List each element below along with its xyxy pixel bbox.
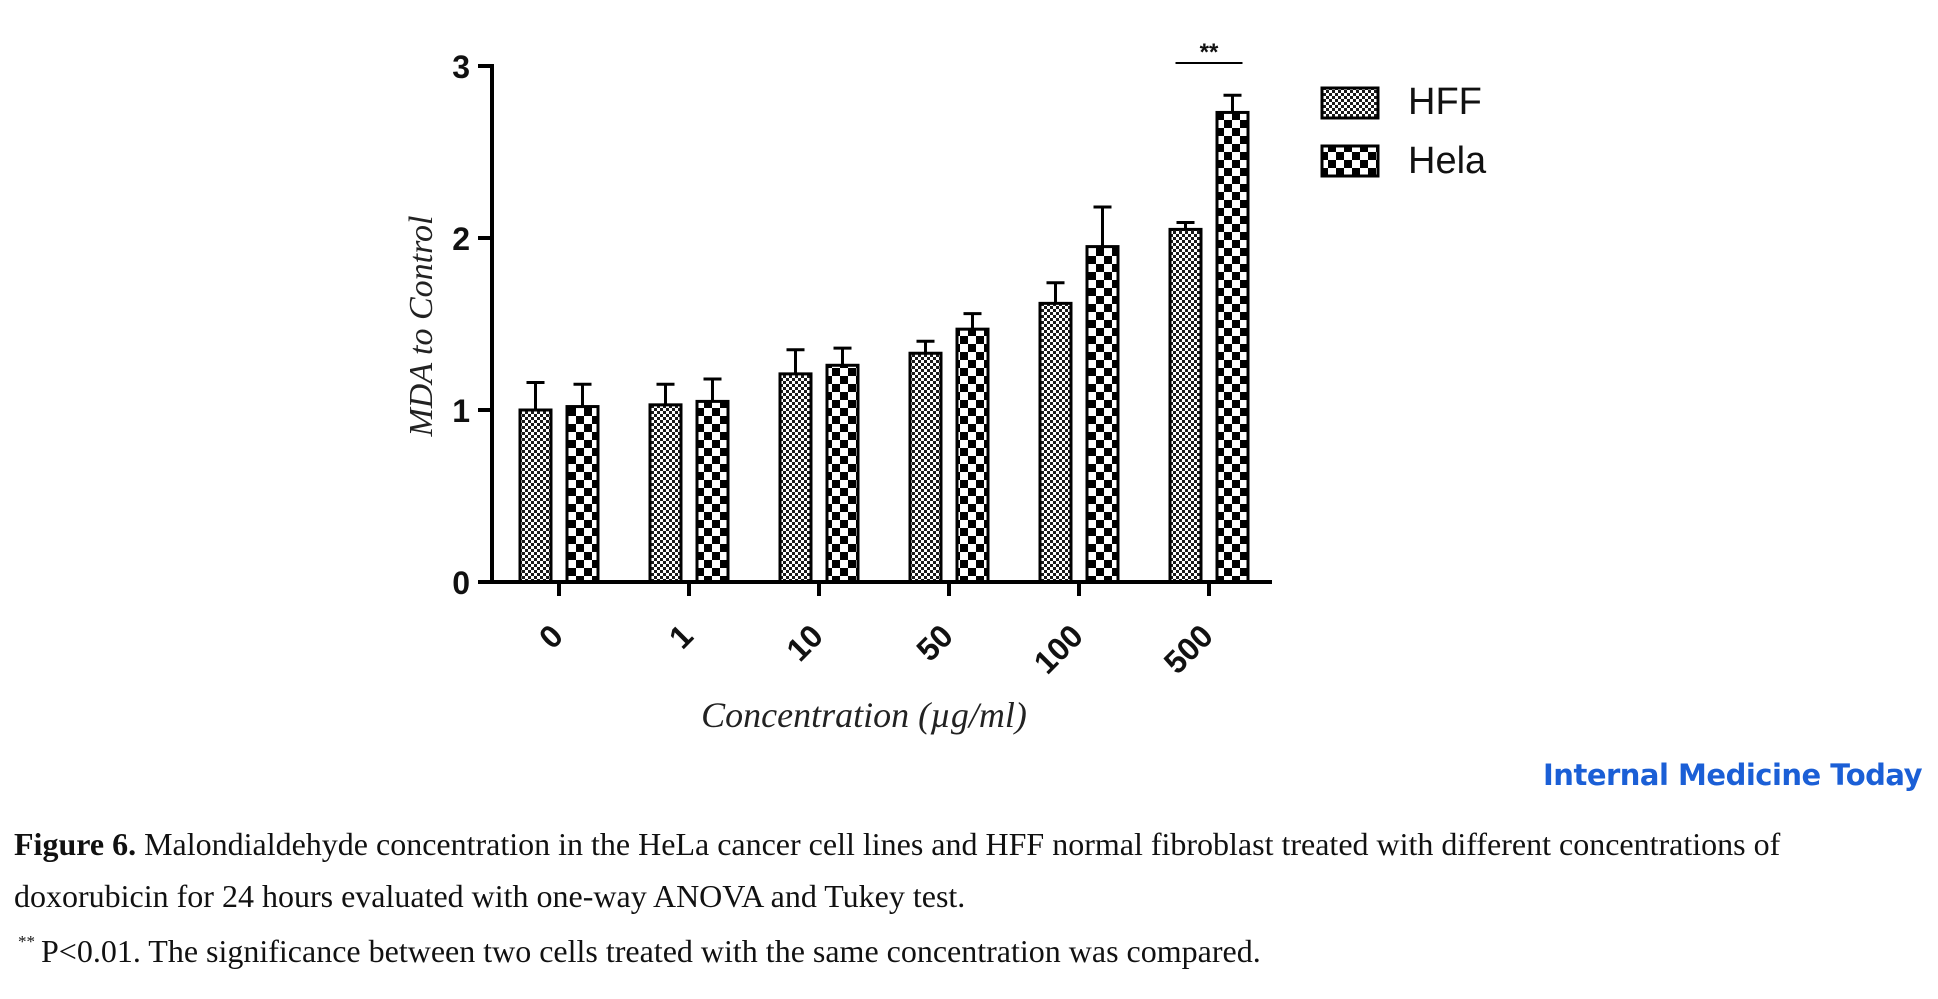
bar-hff-10: [778, 372, 813, 584]
bar-hela-1: [695, 399, 730, 584]
significance-label: **: [1200, 39, 1219, 66]
significance-text: P<0.01. The significance between two cel…: [41, 933, 1261, 969]
axis-labels: MDA to Control Concentration (µg/ml) 0 1 2…: [403, 39, 1243, 735]
x-tick-label: 50: [909, 617, 960, 668]
journal-brand: Internal Medicine Today: [1543, 758, 1922, 792]
bar-hff-100: [1038, 301, 1073, 584]
bar-hela-100: [1085, 245, 1120, 584]
bar-chart: MDA to Control Concentration (µg/ml) 0 1 2…: [403, 39, 1487, 735]
figure-caption: Figure 6. Malondialdehyde concentration …: [14, 818, 1924, 922]
axes: [478, 64, 1272, 596]
x-axis-title: Concentration (µg/ml): [701, 695, 1027, 735]
bar-hff-1: [648, 403, 683, 584]
bar-hela-50: [955, 327, 990, 584]
legend-swatch-hff: [1320, 86, 1380, 120]
y-tick-label: 0: [452, 565, 470, 601]
bar-hff-0: [518, 408, 553, 584]
x-tick-label: 1: [662, 617, 700, 655]
x-tick-label: 10: [779, 617, 830, 668]
y-tick-label: 1: [452, 393, 470, 429]
significance-note: ** P<0.01. The significance between two c…: [18, 932, 1261, 970]
bar-hff-500: [1168, 227, 1203, 584]
caption-label: Figure 6.: [14, 826, 137, 862]
x-tick-label: 0: [532, 617, 570, 655]
bar-hela-500: [1215, 110, 1250, 584]
y-tick-label: 3: [452, 49, 470, 85]
x-tick-label: 100: [1027, 617, 1090, 680]
y-tick-label: 2: [452, 221, 470, 257]
legend-label-hff: HFF: [1408, 81, 1482, 123]
legend-swatch-hela: [1320, 144, 1380, 178]
bar-hela-0: [565, 405, 600, 584]
legend: HFF Hela: [1320, 81, 1487, 182]
y-axis-title: MDA to Control: [403, 215, 440, 437]
x-tick-label: 500: [1157, 617, 1220, 680]
bar-hela-10: [825, 363, 860, 584]
bar-hff-50: [908, 351, 943, 584]
legend-label-hela: Hela: [1408, 140, 1487, 182]
caption-text: Malondialdehyde concentration in the HeL…: [14, 826, 1781, 914]
bars: [518, 93, 1250, 584]
significance-marker: **: [18, 932, 35, 951]
